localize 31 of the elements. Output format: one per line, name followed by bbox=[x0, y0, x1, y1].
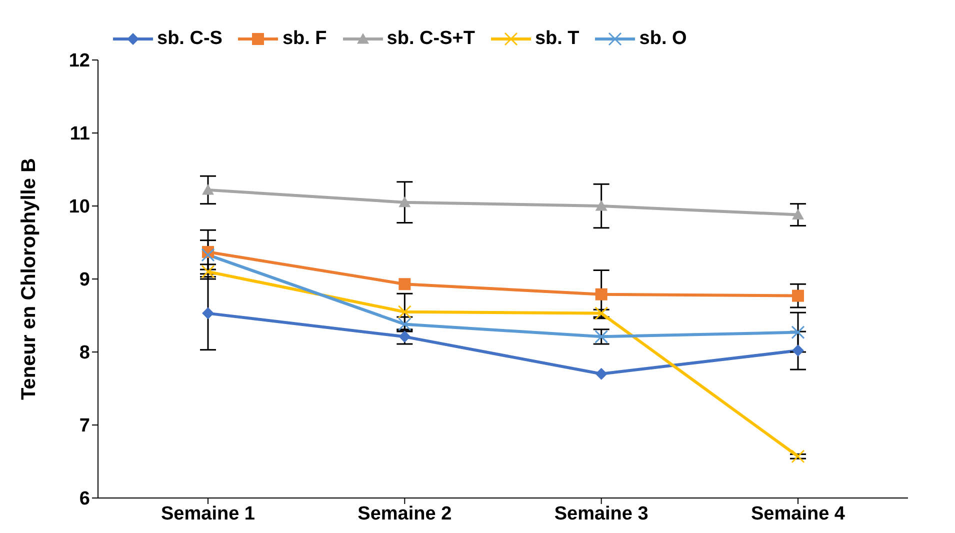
y-axis-title: Teneur en Chlorophylle B bbox=[18, 158, 40, 400]
point bbox=[791, 450, 805, 464]
y-tick-label: 9 bbox=[79, 270, 90, 291]
legend-label: sb. T bbox=[534, 28, 580, 50]
point bbox=[792, 208, 804, 220]
x-tick-label: Semaine 2 bbox=[358, 503, 452, 524]
point bbox=[201, 248, 215, 262]
y-tick-label: 11 bbox=[70, 124, 90, 145]
legend-label: sb. C-S+T bbox=[386, 28, 475, 50]
point bbox=[202, 307, 214, 320]
point bbox=[398, 305, 412, 319]
legend-label: sb. C-S bbox=[156, 28, 222, 50]
x-tick-label: Semaine 1 bbox=[161, 503, 256, 524]
point bbox=[791, 326, 805, 340]
point bbox=[792, 344, 804, 357]
point bbox=[595, 288, 608, 300]
point bbox=[792, 290, 804, 302]
y-tick-label: 7 bbox=[79, 416, 90, 437]
legend-label: sb. F bbox=[281, 28, 327, 50]
point bbox=[202, 184, 214, 195]
x-tick-label: Semaine 4 bbox=[751, 503, 846, 524]
y-tick-label: 8 bbox=[79, 342, 90, 364]
point bbox=[595, 200, 608, 211]
y-tick-label: 10 bbox=[68, 196, 90, 218]
point bbox=[398, 196, 411, 208]
y-tick-label: 12 bbox=[68, 50, 90, 72]
x-tick-label: Semaine 3 bbox=[554, 503, 648, 524]
y-tick-label: 6 bbox=[79, 488, 90, 510]
point bbox=[398, 278, 411, 290]
point bbox=[595, 368, 608, 380]
legend-label: sb. O bbox=[638, 28, 687, 50]
